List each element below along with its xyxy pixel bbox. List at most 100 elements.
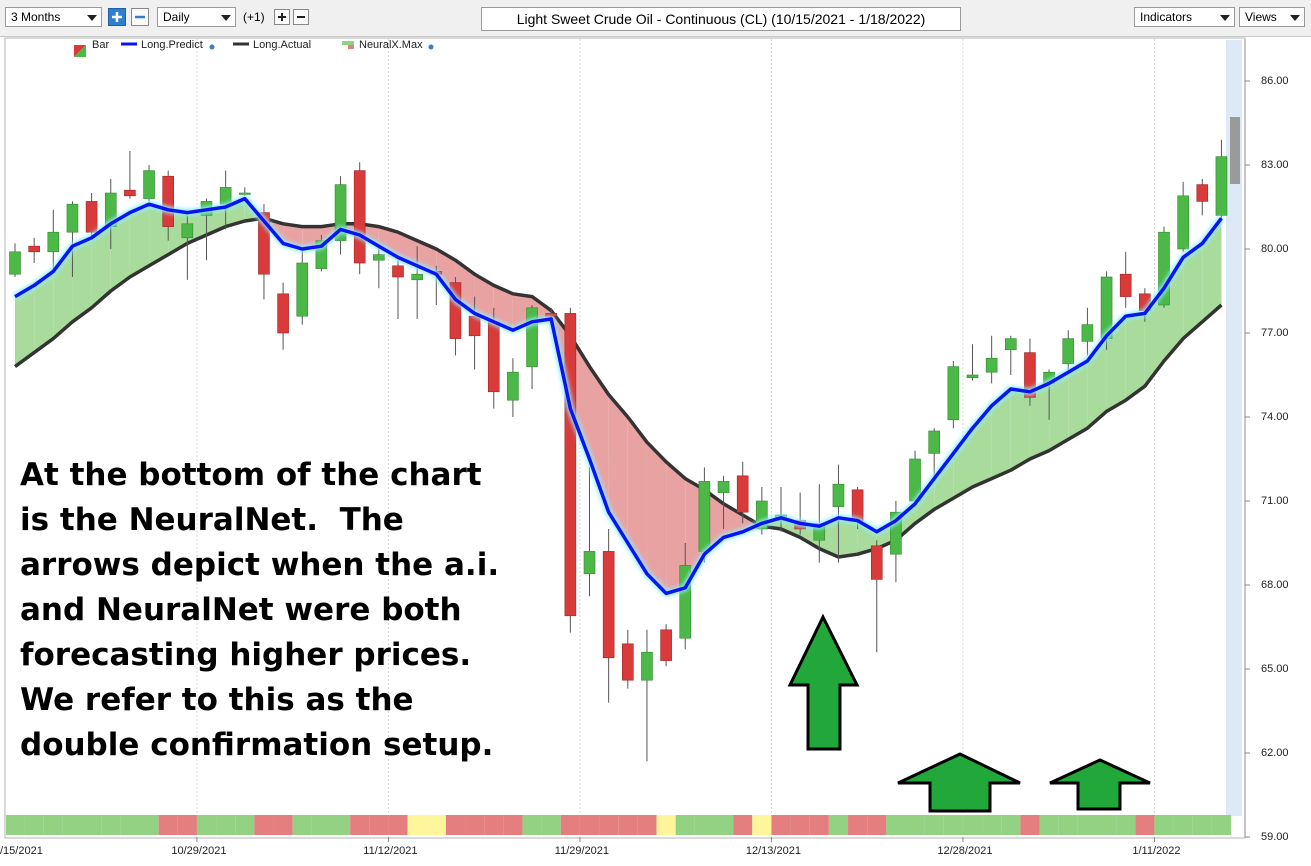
- offset-text: (+1): [243, 10, 265, 24]
- annotation-line: We refer to this as the: [20, 682, 414, 718]
- neuralnet-cell: [541, 815, 561, 835]
- range-text: 3 Months: [11, 10, 61, 24]
- arrow: [1049, 758, 1151, 811]
- candle-body: [162, 175, 174, 227]
- views-text: Views: [1245, 10, 1277, 24]
- annotation-line: is the NeuralNet. The: [20, 502, 404, 538]
- candle-body: [698, 481, 711, 552]
- spread-fill: [1010, 389, 1030, 471]
- actual-layer: [13, 216, 1223, 559]
- x-tick-label: 12/13/2021: [746, 845, 801, 857]
- candle-body: [143, 170, 155, 199]
- spread-fill: [129, 204, 150, 277]
- candle-body: [124, 189, 136, 197]
- toolbar: 3 Months Daily (+1) Light Sweet Crude Oi…: [0, 0, 1311, 37]
- annotation-line: forecasting higher prices.: [20, 637, 471, 673]
- neuralnet-cell: [1116, 815, 1136, 835]
- spread-fill: [1106, 316, 1126, 412]
- neuralnet-cell: [1077, 815, 1097, 835]
- neuralnet-cell: [465, 815, 485, 835]
- spread-fill: [474, 274, 494, 322]
- candle-body: [1177, 195, 1189, 250]
- neuralnet-strip: [6, 815, 1232, 835]
- spread-fill: [1202, 218, 1222, 322]
- neuralnet-cell: [675, 815, 695, 835]
- spread-fill: [1183, 243, 1203, 339]
- neuralnet-cell: [82, 815, 102, 835]
- neuralnet-cell: [560, 815, 580, 835]
- neuralnet-cell: [637, 815, 657, 835]
- zoom-out-button[interactable]: [131, 8, 149, 26]
- chart-title: Light Sweet Crude Oil - Continuous (CL) …: [481, 7, 961, 31]
- candle-body: [890, 511, 902, 555]
- candle-body: [641, 651, 653, 681]
- arrow: [787, 613, 860, 751]
- spread-fill: [934, 453, 954, 510]
- candle-body: [373, 254, 385, 261]
- candle-body: [1062, 338, 1075, 365]
- neuralnet-cell: [886, 815, 906, 835]
- neuralnet-cell: [158, 815, 178, 835]
- neuralnet-cell: [407, 815, 427, 835]
- x-tick-label: 10/29/2021: [171, 845, 226, 857]
- neuralnet-cell: [1135, 815, 1155, 835]
- neuralnet-cell: [311, 815, 331, 835]
- candle-body: [411, 273, 423, 281]
- offset-plus-button[interactable]: [274, 9, 290, 25]
- neuralnet-cell: [733, 815, 753, 835]
- neuralnet-cell: [522, 815, 542, 835]
- candle-body: [1119, 273, 1132, 297]
- candle-body: [487, 321, 500, 393]
- candle-body: [66, 203, 79, 233]
- interval-select[interactable]: Daily: [157, 7, 236, 27]
- neuralnet-cell: [1058, 815, 1078, 835]
- spread-fill: [838, 517, 858, 557]
- predict-layer: [14, 196, 1223, 596]
- candle-body: [602, 551, 615, 659]
- spread-fill: [972, 405, 992, 487]
- scroll-thumb: [1230, 117, 1240, 184]
- spread-fill: [417, 240, 437, 275]
- views-select[interactable]: Views: [1239, 7, 1305, 27]
- neuralnet-cell: [962, 815, 983, 835]
- chart: 59.00 62.00 65.00 68.00 71.00 74.00 77.00 80.00…: [0, 37, 1289, 857]
- neuralnet-cell: [924, 815, 944, 835]
- candle-body: [181, 223, 194, 239]
- candle-body: [449, 282, 462, 339]
- neuralnet-cell: [1211, 815, 1232, 835]
- neuralnet-cell: [503, 815, 523, 835]
- y-tick-label: 71.00: [1261, 495, 1289, 507]
- neuralnet-cell: [1039, 815, 1059, 835]
- candle-body: [621, 643, 634, 681]
- neuralnet-cell: [1096, 815, 1117, 835]
- neuralnet-cell: [196, 815, 217, 835]
- candle-body: [315, 240, 328, 269]
- scroll-strip: [1226, 40, 1242, 816]
- offset-minus-button[interactable]: [293, 9, 309, 25]
- y-tick-label: 74.00: [1261, 411, 1289, 423]
- neuralnet-cell: [579, 815, 600, 835]
- spread-fill: [34, 271, 54, 353]
- candle-body: [468, 315, 481, 337]
- neuralnet-cell: [43, 815, 63, 835]
- spread-fill: [53, 246, 73, 339]
- neuralnet-cell: [656, 815, 676, 835]
- range-select[interactable]: 3 Months: [5, 7, 102, 27]
- candle-body: [9, 251, 21, 275]
- neuralnet-cell: [6, 815, 25, 835]
- spread-fill: [1144, 288, 1164, 387]
- legend-label: Long.Actual: [253, 39, 311, 51]
- candle-body: [679, 565, 692, 639]
- zoom-in-button[interactable]: [108, 8, 126, 26]
- candle-body: [813, 523, 826, 541]
- neuralnet-cell: [235, 815, 255, 835]
- annotation: At the bottom of the chart is the NeuralN…: [20, 457, 499, 763]
- neuralnet-cell: [484, 815, 504, 835]
- legend-icon: [74, 45, 86, 57]
- indicators-select[interactable]: Indicators: [1134, 7, 1235, 27]
- candle-body: [870, 545, 883, 580]
- candle-body: [1081, 324, 1094, 342]
- spread-fill: [1029, 383, 1050, 459]
- neuralnet-cell: [177, 815, 197, 835]
- annotation-line: At the bottom of the chart: [20, 457, 482, 493]
